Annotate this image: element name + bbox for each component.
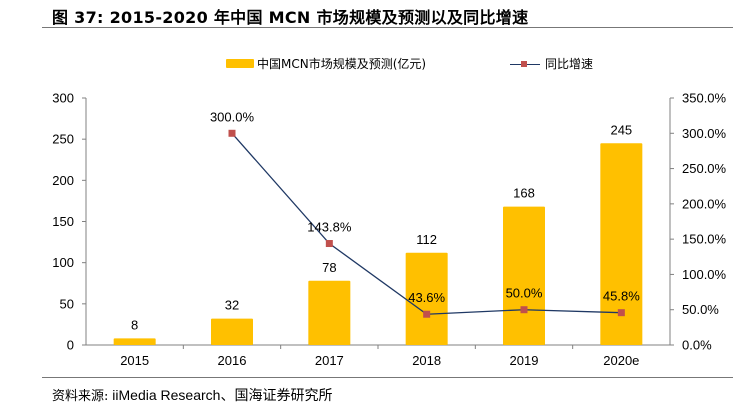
- line-group: [228, 129, 625, 318]
- left-axis-tick-label: 300: [52, 91, 74, 106]
- right-axis-tick-label: 0.0%: [682, 338, 712, 353]
- growth-value-label: 43.6%: [408, 290, 445, 305]
- right-axis-tick-label: 200.0%: [682, 196, 727, 211]
- x-axis-tick-label: 2018: [412, 353, 441, 368]
- right-axis-tick-label: 100.0%: [682, 267, 727, 282]
- legend-label-growth-rate: 同比增速: [545, 57, 594, 71]
- legend-item-market-size: 中国MCN市场规模及预测(亿元): [226, 55, 426, 72]
- bar-legend-swatch: [226, 59, 254, 68]
- growth-value-label: 300.0%: [210, 109, 255, 124]
- bar-2018: [405, 252, 448, 345]
- bar-2016: [211, 318, 253, 345]
- bar-value-label: 168: [513, 186, 535, 201]
- x-axis-tick-label: 2015: [120, 353, 149, 368]
- labels-group: 8 32 78 112 168 245 300.0% 143.8% 43.6% 50.0% 45.8…: [131, 109, 640, 332]
- left-axis-tick-label: 250: [52, 132, 74, 147]
- right-axis-tick-label: 300.0%: [682, 126, 727, 141]
- source-text: iiMedia Research、国海证券研究所: [108, 387, 333, 403]
- left-axis-tick-label: 50: [60, 296, 74, 311]
- bar-value-label: 78: [322, 260, 336, 275]
- growth-value-label: 143.8%: [307, 220, 352, 235]
- bar-value-label: 32: [225, 298, 239, 313]
- growth-value-label: 45.8%: [603, 289, 640, 304]
- growth-marker-2017: [325, 240, 333, 248]
- bar-2019: [503, 206, 545, 345]
- growth-marker-2016: [228, 129, 236, 137]
- right-axis-tick-label: 350.0%: [682, 91, 727, 106]
- axes-group: 0 50 100 150 200 250 300 0.0% 50.0% 100.0% 150.0% 2…: [52, 91, 726, 369]
- legend-label-market-size: 中国MCN市场规模及预测(亿元): [257, 57, 427, 71]
- right-axis-tick-label: 250.0%: [682, 161, 727, 176]
- source-prefix: 资料来源:: [52, 389, 109, 404]
- bar-2020e: [600, 143, 643, 345]
- x-axis-tick-label: 2016: [218, 353, 247, 368]
- growth-value-label: 50.0%: [506, 286, 543, 301]
- line-legend-swatch: [510, 59, 540, 69]
- left-axis-tick-label: 150: [52, 214, 74, 229]
- legend-item-growth-rate: 同比增速: [510, 55, 593, 72]
- left-axis-tick-label: 0: [67, 338, 74, 353]
- x-axis-tick-label: 2017: [315, 353, 344, 368]
- right-axis-tick-label: 150.0%: [682, 232, 727, 247]
- growth-marker-2020e: [617, 309, 625, 317]
- growth-marker-2019: [520, 306, 528, 314]
- bar-value-label: 245: [610, 122, 632, 137]
- source-divider: [42, 377, 733, 378]
- bars-group: [113, 143, 643, 345]
- x-axis-tick-label: 2019: [510, 353, 539, 368]
- bar-value-label: 8: [131, 317, 138, 332]
- left-axis-tick-label: 200: [52, 173, 74, 188]
- chart-title: 图 37: 2015-2020 年中国 MCN 市场规模及预测以及同比增速: [52, 8, 529, 27]
- x-axis-tick-label: 2020e: [603, 353, 639, 368]
- bar-2017: [308, 280, 351, 345]
- left-axis-tick-label: 100: [52, 255, 74, 270]
- title-divider: [42, 27, 733, 28]
- growth-marker-2018: [423, 310, 431, 318]
- right-axis-tick-label: 50.0%: [682, 302, 719, 317]
- bar-2015: [113, 338, 156, 345]
- source-note: 资料来源: iiMedia Research、国海证券研究所: [52, 385, 332, 405]
- bar-value-label: 112: [416, 232, 437, 247]
